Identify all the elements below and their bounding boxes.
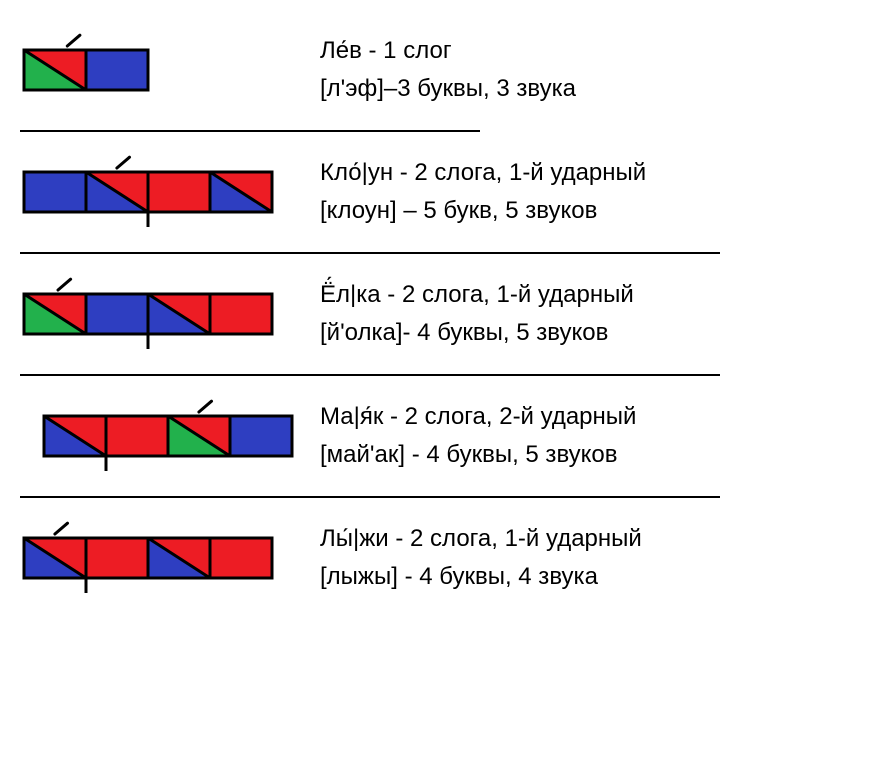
phonetic-diagram-container: Ле́в - 1 слог[л'эф]–3 буквы, 3 звука Кло́… <box>20 20 855 608</box>
diagram-wrap <box>20 274 300 354</box>
sound-cell <box>148 172 210 212</box>
section-divider <box>20 130 480 132</box>
sound-scheme <box>20 30 162 110</box>
transcription-line: [май'ак] - 4 буквы, 5 звуков <box>320 436 855 474</box>
sound-scheme <box>20 152 286 232</box>
sound-cell <box>86 50 148 90</box>
sound-cell <box>86 538 148 578</box>
section-divider <box>20 252 720 254</box>
stress-accent <box>58 279 71 290</box>
word-entry: Ё́л|ка - 2 слога, 1-й ударный[й'олка]- 4… <box>20 264 855 364</box>
diagram-wrap <box>20 152 300 232</box>
stress-accent <box>55 523 68 534</box>
transcription-line: [клоун] – 5 букв, 5 звуков <box>320 192 855 230</box>
word-syllable-line: Лы́|жи - 2 слога, 1-й ударный <box>320 520 855 558</box>
sound-cell <box>86 294 148 334</box>
stress-accent <box>117 157 130 168</box>
section-divider <box>20 374 720 376</box>
text-block: Ле́в - 1 слог[л'эф]–3 буквы, 3 звука <box>320 32 855 109</box>
text-block: Ё́л|ка - 2 слога, 1-й ударный[й'олка]- 4… <box>320 276 855 353</box>
section-divider <box>20 496 720 498</box>
diagram-wrap <box>20 518 300 598</box>
word-syllable-line: Ё́л|ка - 2 слога, 1-й ударный <box>320 276 855 314</box>
word-entry: Лы́|жи - 2 слога, 1-й ударный[лыжы] - 4 … <box>20 508 855 608</box>
word-entry: Кло́|ун - 2 слога, 1-й ударный[клоун] – … <box>20 142 855 242</box>
diagram-wrap <box>20 396 300 476</box>
transcription-line: [л'эф]–3 буквы, 3 звука <box>320 70 855 108</box>
sound-scheme <box>20 518 286 598</box>
sound-cell <box>24 172 86 212</box>
diagram-wrap <box>20 30 300 110</box>
sound-cell <box>106 416 168 456</box>
sound-scheme <box>20 274 286 354</box>
stress-accent <box>199 401 212 412</box>
sound-cell <box>210 294 272 334</box>
transcription-line: [лыжы] - 4 буквы, 4 звука <box>320 558 855 596</box>
word-entry: Ле́в - 1 слог[л'эф]–3 буквы, 3 звука <box>20 20 855 120</box>
transcription-line: [й'олка]- 4 буквы, 5 звуков <box>320 314 855 352</box>
text-block: Лы́|жи - 2 слога, 1-й ударный[лыжы] - 4 … <box>320 520 855 597</box>
sound-cell <box>230 416 292 456</box>
word-syllable-line: Кло́|ун - 2 слога, 1-й ударный <box>320 154 855 192</box>
sound-scheme <box>20 396 306 476</box>
stress-accent <box>67 35 80 46</box>
word-syllable-line: Ле́в - 1 слог <box>320 32 855 70</box>
text-block: Кло́|ун - 2 слога, 1-й ударный[клоун] – … <box>320 154 855 231</box>
text-block: Ма|я́к - 2 слога, 2-й ударный[май'ак] - … <box>320 398 855 475</box>
word-syllable-line: Ма|я́к - 2 слога, 2-й ударный <box>320 398 855 436</box>
word-entry: Ма|я́к - 2 слога, 2-й ударный[май'ак] - … <box>20 386 855 486</box>
sound-cell <box>210 538 272 578</box>
